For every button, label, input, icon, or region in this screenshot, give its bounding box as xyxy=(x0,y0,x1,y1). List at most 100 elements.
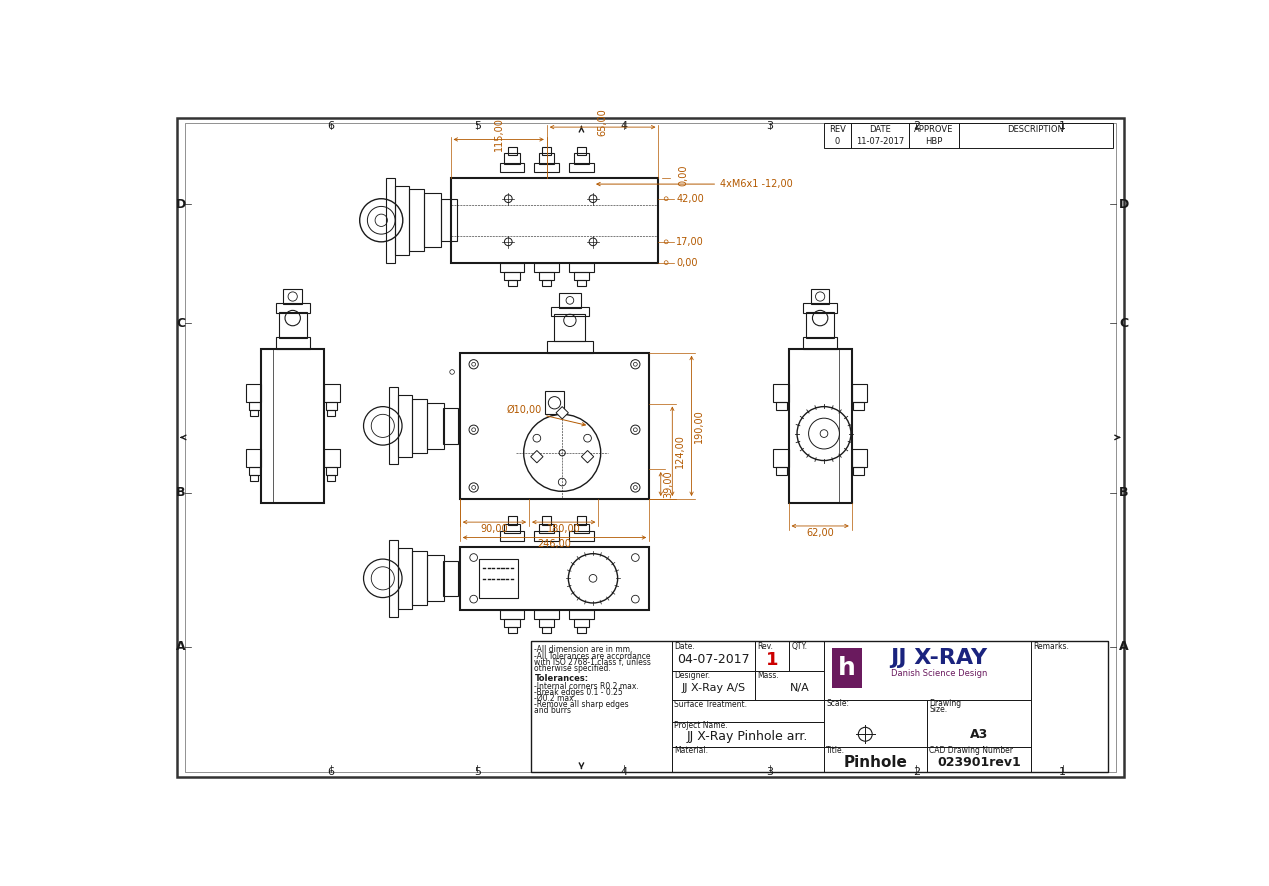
Text: 2: 2 xyxy=(912,121,920,131)
Bar xyxy=(326,402,336,409)
Bar xyxy=(534,610,560,619)
Text: 1: 1 xyxy=(1060,766,1066,777)
Bar xyxy=(508,516,516,525)
Bar xyxy=(574,153,589,164)
Bar xyxy=(555,315,585,341)
Text: 17,00: 17,00 xyxy=(676,237,704,247)
Bar xyxy=(777,402,787,409)
Text: D: D xyxy=(176,198,187,211)
Bar xyxy=(788,349,851,503)
Bar xyxy=(500,532,524,540)
Text: Project Name.: Project Name. xyxy=(674,721,727,730)
Text: Material.: Material. xyxy=(674,746,708,755)
Text: CAD Drawing Number: CAD Drawing Number xyxy=(929,746,1014,755)
Bar xyxy=(505,619,520,626)
Bar xyxy=(459,547,650,610)
Text: Danish Science Design: Danish Science Design xyxy=(891,669,987,679)
Text: 3: 3 xyxy=(766,121,774,131)
Bar xyxy=(542,147,552,155)
Bar xyxy=(542,280,552,285)
Bar xyxy=(853,468,864,475)
Bar xyxy=(560,292,581,308)
Bar xyxy=(443,408,458,444)
Text: 246,00: 246,00 xyxy=(538,540,571,549)
Bar xyxy=(246,384,261,402)
Bar xyxy=(246,449,261,468)
Text: 1: 1 xyxy=(765,651,778,669)
Bar xyxy=(546,392,563,415)
Bar xyxy=(534,262,560,272)
Bar xyxy=(442,199,457,242)
Text: 90,00: 90,00 xyxy=(481,524,509,534)
Bar xyxy=(459,353,650,499)
Bar xyxy=(539,524,555,532)
Text: 4: 4 xyxy=(621,121,627,131)
Bar xyxy=(547,341,593,353)
Text: 190,00: 190,00 xyxy=(694,409,704,443)
Bar xyxy=(928,747,1032,772)
Bar xyxy=(532,641,1108,772)
Text: -All Tolerances are accordance: -All Tolerances are accordance xyxy=(534,651,651,661)
Text: 0,00: 0,00 xyxy=(676,258,698,268)
Bar xyxy=(577,280,586,285)
Bar xyxy=(831,648,863,688)
Bar xyxy=(424,193,442,247)
Bar xyxy=(250,475,258,481)
Text: 4xM6x1 -12,00: 4xM6x1 -12,00 xyxy=(596,179,793,189)
Text: 0: 0 xyxy=(835,137,840,146)
Bar xyxy=(569,610,594,619)
Bar xyxy=(777,468,787,475)
Text: 11-07-2017: 11-07-2017 xyxy=(855,137,904,146)
Bar xyxy=(261,349,325,503)
Bar xyxy=(671,671,755,700)
Bar xyxy=(412,399,428,453)
Text: QTY.: QTY. xyxy=(792,641,807,650)
Bar xyxy=(755,671,824,700)
Text: Date.: Date. xyxy=(674,641,694,650)
Text: 4: 4 xyxy=(621,766,627,777)
Bar xyxy=(249,402,260,409)
Bar xyxy=(542,626,552,633)
Bar xyxy=(773,384,788,402)
Bar xyxy=(500,610,524,619)
Bar xyxy=(532,641,671,772)
Text: JJ X-RAY: JJ X-RAY xyxy=(891,649,987,668)
Bar xyxy=(275,338,310,349)
Text: -All dimension are in mm.: -All dimension are in mm. xyxy=(534,645,633,654)
Text: 5: 5 xyxy=(475,121,481,131)
Bar xyxy=(388,540,398,617)
Text: h: h xyxy=(838,656,857,680)
Text: 6: 6 xyxy=(327,121,335,131)
Bar xyxy=(824,700,928,747)
Text: 65,00: 65,00 xyxy=(598,108,608,136)
Bar xyxy=(478,559,518,597)
Bar xyxy=(569,532,594,540)
Bar xyxy=(574,272,589,280)
Text: 1: 1 xyxy=(1060,121,1066,131)
Bar xyxy=(450,178,659,262)
Bar xyxy=(577,626,586,633)
Text: Pinhole: Pinhole xyxy=(844,755,907,770)
Text: A: A xyxy=(1119,641,1128,653)
Text: DATE: DATE xyxy=(869,125,891,134)
Bar xyxy=(500,162,524,172)
Text: HBP: HBP xyxy=(925,137,943,146)
Bar xyxy=(789,641,824,671)
Bar xyxy=(569,162,594,172)
Bar xyxy=(275,303,310,314)
Text: Tolerances:: Tolerances: xyxy=(534,674,589,683)
Text: C: C xyxy=(1119,317,1128,330)
Bar xyxy=(250,409,258,416)
Text: 39,00: 39,00 xyxy=(664,470,674,498)
Text: 62,00: 62,00 xyxy=(806,528,834,538)
Bar xyxy=(671,700,824,721)
Bar xyxy=(803,338,838,349)
Bar xyxy=(755,641,789,671)
Bar xyxy=(851,449,867,468)
Bar xyxy=(803,303,838,314)
Bar xyxy=(325,384,340,402)
Bar xyxy=(773,449,788,468)
Text: -Internal corners R0.2 max.: -Internal corners R0.2 max. xyxy=(534,681,640,690)
Text: 6: 6 xyxy=(327,766,335,777)
Text: 0,00: 0,00 xyxy=(678,164,688,185)
